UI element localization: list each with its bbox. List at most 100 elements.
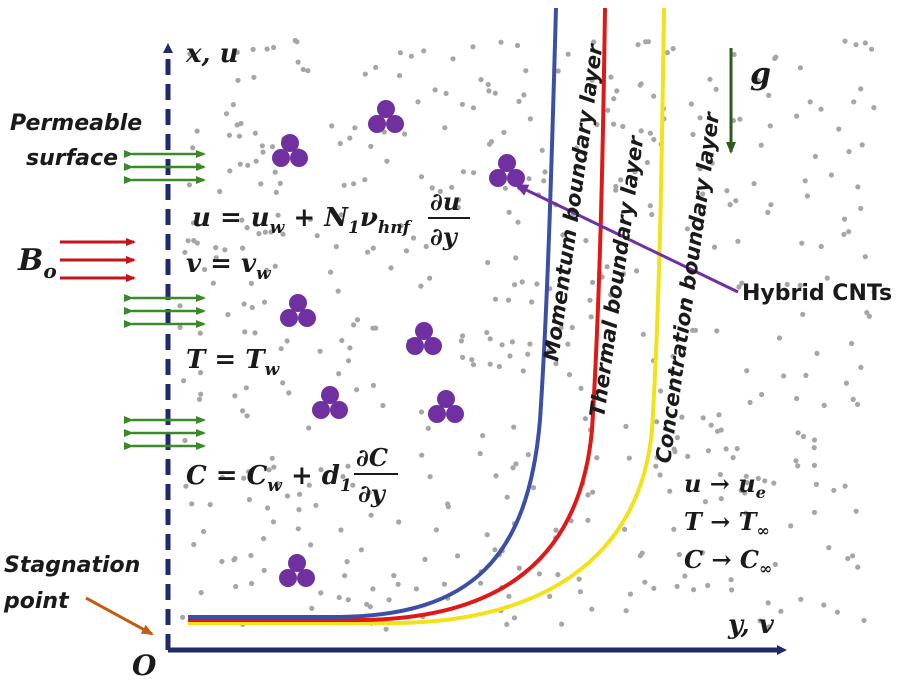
stagnation-arrow bbox=[85, 596, 154, 636]
fluid-dot bbox=[197, 330, 203, 336]
fluid-dot bbox=[201, 528, 207, 535]
fluid-dot bbox=[853, 508, 859, 514]
fluid-dot bbox=[733, 198, 739, 204]
fluid-dot bbox=[705, 448, 712, 454]
fluid-dot bbox=[396, 73, 403, 79]
fluid-dot bbox=[306, 482, 312, 488]
fluid-dot bbox=[692, 327, 699, 333]
fluid-dot bbox=[862, 40, 868, 46]
fluid-dot bbox=[594, 122, 600, 128]
fluid-dot bbox=[510, 465, 516, 471]
fluid-dot bbox=[582, 416, 589, 422]
fluid-dot bbox=[845, 555, 851, 562]
fluid-dot bbox=[647, 203, 653, 209]
fluid-dot bbox=[759, 391, 765, 398]
permeable-label-line1: Permeable bbox=[10, 111, 142, 136]
fluid-dot bbox=[478, 580, 484, 586]
fluid-dot bbox=[729, 587, 735, 593]
fluid-dot bbox=[585, 517, 591, 523]
fluid-dot bbox=[456, 197, 462, 203]
hybrid-cnts-label: Hybrid CNTs bbox=[742, 281, 892, 306]
nanoparticle bbox=[290, 149, 308, 167]
fluid-dot bbox=[513, 461, 519, 467]
fluid-dot bbox=[755, 77, 761, 84]
stagnation-label-line2: point bbox=[3, 589, 70, 614]
fluid-dot bbox=[313, 502, 319, 508]
fluid-dot bbox=[260, 149, 266, 155]
fluid-dot bbox=[433, 527, 439, 533]
fluid-dot bbox=[427, 474, 433, 480]
fluid-dot bbox=[284, 338, 290, 344]
fluid-dot bbox=[855, 184, 861, 190]
fluid-dot bbox=[190, 220, 197, 226]
fluid-dot bbox=[486, 141, 493, 147]
fluid-dot bbox=[755, 475, 761, 482]
fluid-dot bbox=[555, 572, 561, 578]
fluid-dot bbox=[766, 624, 772, 630]
fluid-dot bbox=[735, 238, 741, 244]
fluid-dot bbox=[266, 467, 272, 473]
fluid-dot bbox=[421, 48, 427, 54]
fluid-dot bbox=[418, 283, 424, 289]
fluid-dot bbox=[758, 142, 764, 148]
fluid-dot bbox=[470, 105, 476, 111]
fluid-dot bbox=[295, 59, 301, 65]
fluid-dot bbox=[261, 536, 267, 542]
fluid-dot bbox=[766, 92, 772, 98]
fluid-dot bbox=[613, 187, 619, 193]
fluid-dot bbox=[700, 191, 706, 197]
fluid-dot bbox=[864, 310, 870, 316]
fluid-dot bbox=[213, 245, 219, 251]
fluid-dot bbox=[762, 478, 768, 484]
nanoparticle bbox=[424, 337, 442, 355]
u-fraction-denominator: ∂y bbox=[430, 222, 459, 251]
fluid-dot bbox=[499, 342, 505, 348]
fluid-dot bbox=[768, 202, 774, 208]
fluid-dot bbox=[248, 552, 254, 559]
fluid-dot bbox=[724, 188, 730, 194]
fluid-dot bbox=[219, 558, 225, 565]
fluid-dot bbox=[470, 44, 476, 50]
fluid-dot bbox=[261, 567, 267, 574]
fluid-dot bbox=[583, 238, 589, 244]
fluid-dot bbox=[553, 527, 559, 533]
fluid-dot bbox=[233, 583, 239, 590]
fluid-dot bbox=[189, 501, 195, 507]
fluid-dot bbox=[651, 93, 657, 99]
fluid-dot bbox=[708, 422, 714, 428]
fluid-dot bbox=[821, 402, 827, 408]
fluid-dot bbox=[862, 254, 868, 260]
fluid-dot bbox=[794, 395, 800, 402]
fluid-dot bbox=[423, 243, 429, 250]
fluid-dot bbox=[664, 50, 671, 56]
fluid-dot bbox=[336, 371, 342, 377]
fluid-dot bbox=[757, 618, 763, 624]
fluid-dot bbox=[836, 126, 842, 132]
fluid-dot bbox=[781, 373, 787, 379]
fluid-dot bbox=[240, 245, 246, 251]
fluid-dot bbox=[623, 608, 629, 614]
fluid-dot bbox=[851, 99, 857, 105]
fluid-dot bbox=[705, 582, 711, 589]
fluid-dot bbox=[470, 362, 477, 368]
fluid-dot bbox=[788, 523, 794, 529]
fluid-dot bbox=[795, 430, 801, 436]
nanoparticle bbox=[312, 401, 330, 419]
fluid-dot bbox=[258, 181, 264, 187]
fluid-dot bbox=[502, 185, 508, 191]
fluid-dot bbox=[620, 271, 627, 277]
fluid-dot bbox=[723, 446, 729, 452]
fluid-dot bbox=[376, 498, 382, 504]
fluid-dot bbox=[270, 519, 277, 525]
fluid-dot bbox=[368, 143, 374, 149]
fluid-dot bbox=[458, 338, 464, 344]
fluid-dot bbox=[442, 125, 448, 131]
fluid-dot bbox=[286, 390, 292, 396]
fluid-dot bbox=[654, 419, 660, 425]
fluid-dot bbox=[261, 299, 268, 305]
fluid-dot bbox=[618, 177, 624, 183]
nanoparticle bbox=[406, 337, 424, 355]
fluid-dot bbox=[237, 161, 243, 167]
nanoparticle bbox=[386, 115, 404, 133]
fluid-dot bbox=[370, 586, 376, 592]
